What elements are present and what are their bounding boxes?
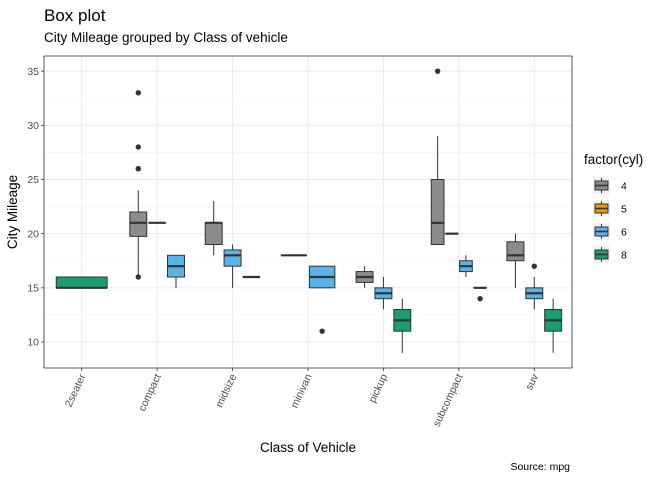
box-midsize-cyl4 [204, 201, 223, 256]
box-suv-cyl8 [544, 298, 563, 353]
y-tick-label: 30 [27, 120, 39, 132]
x-tick-label: suv [523, 372, 541, 393]
box-body [430, 179, 445, 245]
outlier-point [135, 165, 141, 172]
legend-item-cyl5: 5 [593, 200, 627, 217]
legend-item-cyl6: 6 [593, 223, 627, 240]
box-pickup-cyl4 [355, 266, 374, 288]
box-body [223, 249, 242, 267]
outlier-point [319, 328, 325, 334]
boxes [55, 68, 563, 353]
box-midsize-cyl6 [223, 244, 242, 288]
y-axis-label: City Mileage [5, 175, 20, 249]
y-tick-label: 35 [27, 66, 39, 78]
y-tick-label: 25 [27, 174, 39, 186]
box-pickup-cyl6 [374, 277, 393, 310]
outlier-point [135, 90, 141, 96]
outlier-point [135, 274, 141, 280]
box-pickup-cyl8 [393, 298, 412, 353]
legend-label: 5 [621, 204, 627, 216]
outlier-point [434, 68, 441, 74]
outlier-point [531, 263, 537, 269]
legend-item-cyl4: 4 [593, 177, 627, 194]
x-tick-label: 2seater [63, 372, 89, 409]
y-tick-label: 15 [27, 283, 39, 295]
box-body [204, 222, 223, 245]
box-subcompact-cyl8 [473, 286, 487, 302]
box-subcompact-cyl6 [459, 255, 473, 277]
y-tick-label: 20 [27, 228, 39, 240]
x-tick-label: midsize [213, 372, 239, 409]
box-minivan-cyl6 [308, 265, 336, 334]
legend-item-cyl8: 8 [593, 246, 627, 263]
box-body [506, 241, 525, 262]
y-axis-ticks: 10 15 20 25 30 35 [27, 66, 44, 349]
x-tick-label: minivan [289, 372, 315, 410]
y-tick-label: 10 [27, 337, 39, 349]
box-2seater-cyl8 [55, 276, 108, 289]
chart-caption: Source: mpg [510, 461, 570, 473]
x-tick-label: pickup [366, 372, 390, 405]
box-suv-cyl4 [506, 233, 525, 288]
x-axis-label: Class of Vehicle [260, 440, 356, 455]
legend-label: 8 [621, 250, 627, 262]
box-subcompact-cyl4 [430, 68, 445, 245]
legend: factor(cyl) 4 5 6 8 [584, 152, 643, 263]
legend-label: 4 [621, 181, 627, 193]
box-compact-cyl4 [129, 90, 148, 280]
x-axis-ticks: 2seater compact midsize minivan pickup subcom… [63, 368, 541, 429]
box-suv-cyl6 [525, 263, 544, 310]
legend-label: 6 [621, 227, 627, 239]
outlier-point [135, 144, 141, 150]
box-body [55, 276, 108, 289]
chart-title: Box plot [44, 6, 106, 25]
legend-title: factor(cyl) [584, 152, 643, 167]
box-compact-cyl6 [167, 254, 185, 288]
outlier-point [477, 295, 483, 302]
chart-subtitle: City Mileage grouped by Class of vehicle [44, 30, 288, 45]
x-tick-label: compact [136, 372, 164, 413]
x-tick-label: subcompact [431, 372, 466, 428]
box-body [129, 211, 148, 237]
